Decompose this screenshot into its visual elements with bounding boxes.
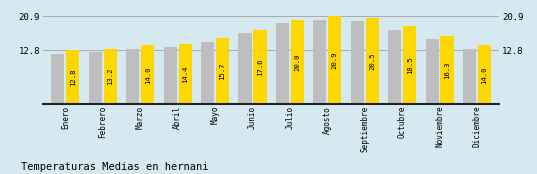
Bar xyxy=(89,52,102,104)
Bar xyxy=(291,20,304,104)
Bar xyxy=(440,36,454,104)
Bar xyxy=(141,45,154,104)
Text: 14.0: 14.0 xyxy=(482,66,488,84)
Text: 20.0: 20.0 xyxy=(294,53,300,71)
Bar xyxy=(328,16,342,104)
Bar xyxy=(366,18,379,104)
Bar xyxy=(179,44,192,104)
Bar xyxy=(104,49,117,104)
Text: 12.8: 12.8 xyxy=(70,69,76,86)
Text: 14.4: 14.4 xyxy=(182,65,188,83)
Bar xyxy=(478,45,491,104)
Bar xyxy=(238,34,251,104)
Text: 15.7: 15.7 xyxy=(220,62,226,80)
Text: 17.6: 17.6 xyxy=(257,58,263,76)
Text: 18.5: 18.5 xyxy=(407,57,412,74)
Text: 16.3: 16.3 xyxy=(444,61,450,79)
Text: 20.9: 20.9 xyxy=(332,52,338,69)
Bar xyxy=(403,26,416,104)
Bar xyxy=(164,47,177,104)
Text: Temperaturas Medias en hernani: Temperaturas Medias en hernani xyxy=(21,162,209,172)
Bar xyxy=(253,30,266,104)
Bar xyxy=(201,42,214,104)
Bar xyxy=(425,39,439,104)
Bar xyxy=(313,19,326,104)
Text: 14.0: 14.0 xyxy=(144,66,151,84)
Bar xyxy=(351,21,364,104)
Bar xyxy=(276,23,289,104)
Text: 20.5: 20.5 xyxy=(369,52,375,70)
Bar xyxy=(126,49,139,104)
Bar xyxy=(67,50,79,104)
Bar xyxy=(52,54,64,104)
Text: 13.2: 13.2 xyxy=(107,68,113,85)
Bar xyxy=(388,30,401,104)
Bar xyxy=(463,49,476,104)
Bar xyxy=(216,38,229,104)
